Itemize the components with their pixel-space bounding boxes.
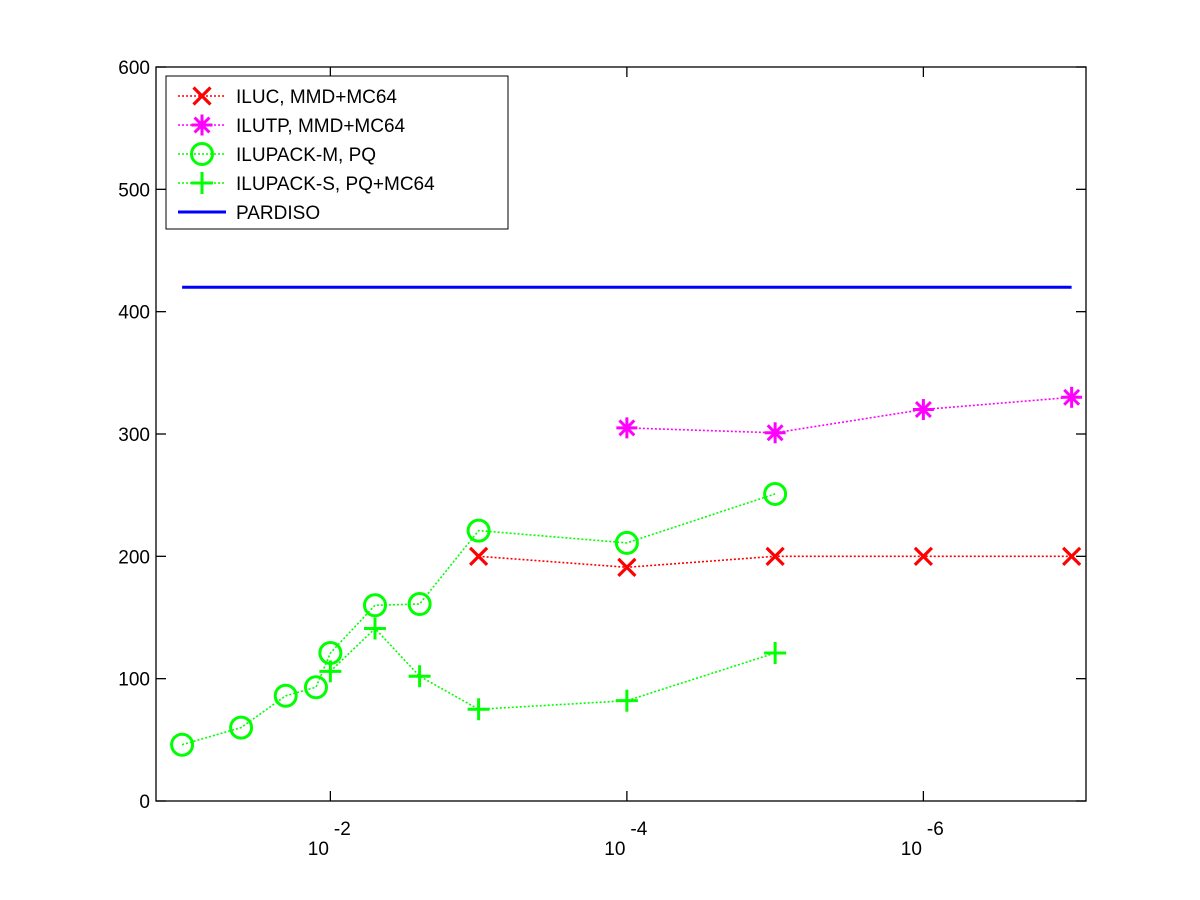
marker-stroke [1062,546,1082,566]
marker-stroke [763,481,788,506]
data-point-3 [615,689,638,712]
marker-stroke [273,683,298,708]
marker-stroke [193,116,211,134]
legend-label: ILUTP, MMD+MC64 [236,116,406,137]
data-point-2 [362,593,387,618]
y-tick-label: 200 [118,547,150,568]
series-line-1 [626,396,1072,434]
legend-marker [191,172,213,194]
data-point-2 [407,592,432,617]
data-point-0 [1062,546,1082,566]
legend-label: ILUC, MMD+MC64 [236,87,397,108]
series-line-2 [181,493,776,746]
data-point-0 [468,546,489,566]
data-point-3 [467,698,490,721]
marker-stroke [192,86,212,106]
x-tick-label-exponent: -6 [927,819,944,840]
legend-marker [191,114,213,136]
data-point-2 [229,715,254,740]
y-tick-label: 600 [118,58,150,79]
y-tick-label: 100 [118,670,150,691]
data-point-2 [273,683,298,708]
data-point-1 [764,422,786,444]
marker-stroke [303,675,328,700]
data-point-2 [303,675,328,700]
data-point-0 [765,546,785,566]
legend-marker [192,86,212,106]
marker-stroke [614,530,639,555]
marker-stroke [362,593,387,618]
marker-stroke [190,142,214,166]
x-tick-label-base: 10 [308,839,329,860]
data-point-3 [408,665,431,688]
legend-box [165,75,509,230]
legend-label: PARDISO [236,203,320,224]
data-point-3 [363,617,386,640]
marker-stroke [468,546,489,566]
y-tick-label: 500 [118,180,150,201]
x-tick-label-exponent: -2 [334,819,351,840]
data-point-0 [913,546,934,566]
y-tick-label: 300 [118,425,150,446]
y-tick-label: 400 [118,303,150,324]
data-point-2 [466,518,491,543]
series-line-3 [329,627,776,711]
data-point-3 [764,641,787,664]
legend-marker [190,142,214,166]
x-tick-label-exponent: -4 [630,819,647,840]
marker-stroke [765,546,785,566]
marker-stroke [229,715,254,740]
data-point-3 [319,660,342,683]
marker-stroke [407,592,432,617]
data-point-1 [616,417,638,439]
x-tick-label-base: 10 [604,839,625,860]
marker-stroke [766,424,784,442]
marker-stroke [914,401,932,419]
data-point-2 [763,481,788,506]
y-tick-label: 0 [139,792,150,813]
data-point-2 [170,732,195,757]
series-layer [170,285,1083,757]
data-point-2 [614,530,639,555]
legend: ILUC, MMD+MC64 ILUTP, MMD+MC64 ILUPACK-M, … [165,75,509,230]
x-tick-label-base: 10 [901,839,922,860]
legend-label: ILUPACK-S, PQ+MC64 [236,174,435,195]
marker-stroke [913,546,934,566]
marker-stroke [618,419,636,437]
data-point-1 [1061,386,1083,408]
legend-label: ILUPACK-M, PQ [236,145,376,166]
data-point-0 [617,557,637,577]
marker-stroke [466,518,491,543]
marker-stroke [617,557,637,577]
marker-stroke [170,732,195,757]
marker-stroke [1063,388,1081,406]
data-point-1 [912,399,934,421]
